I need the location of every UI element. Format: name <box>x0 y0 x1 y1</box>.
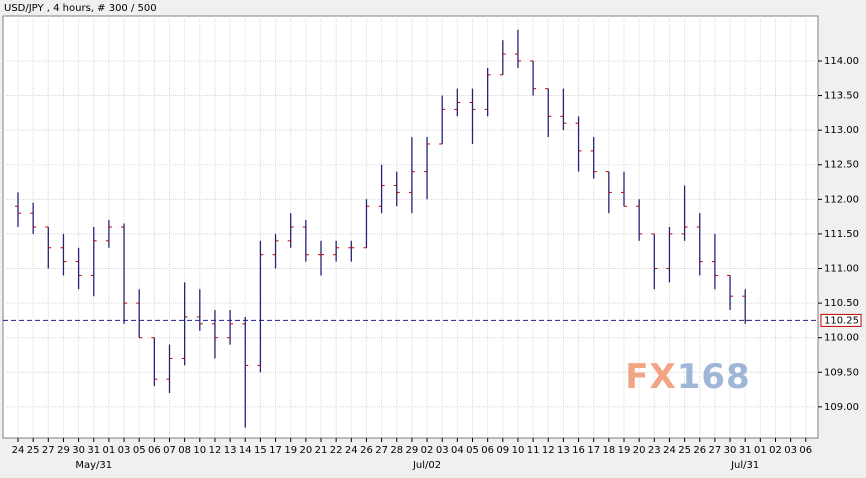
x-tick-label: 06 <box>481 445 494 456</box>
x-tick-label: 02 <box>769 445 782 456</box>
x-tick-label: 19 <box>618 445 631 456</box>
y-tick-label: 109.00 <box>824 402 859 413</box>
x-tick-label: 21 <box>315 445 328 456</box>
y-tick-label: 109.50 <box>824 367 859 378</box>
period-label: Jul/02 <box>412 460 441 471</box>
x-tick-label: 27 <box>709 445 722 456</box>
x-tick-label: 25 <box>27 445 40 456</box>
x-tick-label: 13 <box>557 445 570 456</box>
chart-title: USD/JPY , 4 hours, # 300 / 500 <box>4 3 157 14</box>
x-tick-label: 29 <box>406 445 419 456</box>
x-tick-label: 24 <box>345 445 358 456</box>
x-tick-label: 30 <box>72 445 85 456</box>
x-tick-label: 06 <box>148 445 161 456</box>
x-tick-label: 17 <box>269 445 282 456</box>
x-tick-label: 10 <box>512 445 525 456</box>
x-tick-label: 05 <box>466 445 479 456</box>
x-tick-label: 22 <box>330 445 343 456</box>
x-tick-label: 28 <box>390 445 403 456</box>
x-tick-label: 06 <box>799 445 812 456</box>
x-tick-label: 27 <box>375 445 388 456</box>
x-tick-label: 17 <box>587 445 600 456</box>
x-tick-label: 03 <box>118 445 131 456</box>
x-tick-label: 07 <box>163 445 176 456</box>
x-tick-label: 04 <box>451 445 464 456</box>
x-tick-label: 13 <box>224 445 237 456</box>
x-tick-label: 11 <box>527 445 540 456</box>
x-tick-label: 09 <box>496 445 509 456</box>
watermark-part: 168 <box>677 357 751 397</box>
x-tick-label: 01 <box>754 445 767 456</box>
y-tick-label: 113.50 <box>824 91 859 102</box>
x-tick-label: 23 <box>648 445 661 456</box>
x-tick-label: 25 <box>678 445 691 456</box>
y-tick-label: 111.50 <box>824 229 859 240</box>
period-label: May/31 <box>75 460 112 471</box>
x-tick-label: 26 <box>360 445 373 456</box>
y-tick-label: 114.00 <box>824 56 859 67</box>
x-tick-label: 24 <box>663 445 676 456</box>
x-tick-label: 20 <box>633 445 646 456</box>
x-tick-label: 29 <box>57 445 70 456</box>
x-tick-label: 16 <box>572 445 585 456</box>
y-tick-label: 110.50 <box>824 298 859 309</box>
x-tick-label: 15 <box>254 445 267 456</box>
x-tick-label: 19 <box>284 445 297 456</box>
x-tick-label: 31 <box>87 445 100 456</box>
x-tick-label: 26 <box>693 445 706 456</box>
last-price-box <box>820 313 862 327</box>
x-tick-label: 12 <box>209 445 222 456</box>
y-tick-label: 113.00 <box>824 125 859 136</box>
x-tick-label: 27 <box>42 445 55 456</box>
x-tick-label: 01 <box>103 445 116 456</box>
last-price-label: 110.25 <box>824 315 859 326</box>
x-tick-label: 03 <box>784 445 797 456</box>
watermark-part: FX <box>625 357 676 397</box>
y-tick-label: 112.00 <box>824 194 859 205</box>
x-tick-label: 18 <box>602 445 615 456</box>
x-tick-label: 10 <box>193 445 206 456</box>
period-label: Jul/31 <box>730 460 759 471</box>
x-tick-label: 02 <box>421 445 434 456</box>
x-tick-label: 31 <box>739 445 752 456</box>
x-tick-label: 03 <box>436 445 449 456</box>
y-tick-label: 111.00 <box>824 264 859 275</box>
y-tick-label: 112.50 <box>824 160 859 171</box>
x-tick-label: 14 <box>239 445 252 456</box>
x-tick-label: 05 <box>133 445 146 456</box>
x-tick-label: 20 <box>299 445 312 456</box>
watermark: FX168 <box>625 357 750 397</box>
x-tick-label: 30 <box>724 445 737 456</box>
x-tick-label: 12 <box>542 445 555 456</box>
x-tick-label: 24 <box>12 445 25 456</box>
x-tick-label: 08 <box>178 445 191 456</box>
y-tick-label: 110.00 <box>824 333 859 344</box>
